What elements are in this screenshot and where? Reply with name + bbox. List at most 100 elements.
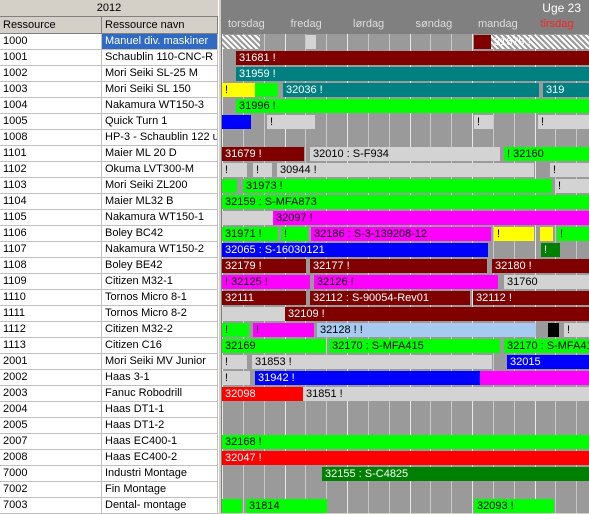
resource-row[interactable]: 1001 Schaublin 110-CNC-R xyxy=(0,50,218,66)
resource-row[interactable]: 1111 Tornos Micro 8-2 xyxy=(0,306,218,322)
order-bar[interactable]: 32036 ! xyxy=(283,83,539,97)
resource-row[interactable]: 1103 Mori Seiki ZL200 xyxy=(0,178,218,194)
order-bar[interactable] xyxy=(548,323,559,337)
order-bar[interactable]: 31679 ! xyxy=(222,147,304,161)
order-bar[interactable]: 32169 xyxy=(222,339,326,353)
order-bar[interactable]: 31959 ! xyxy=(236,67,589,81)
order-bar[interactable] xyxy=(222,179,237,193)
order-bar[interactable]: ! xyxy=(253,163,272,177)
order-bar[interactable] xyxy=(255,83,278,97)
order-bar[interactable]: ! xyxy=(557,227,589,241)
order-bar[interactable]: 32093 ! xyxy=(474,499,554,513)
column-header-resource[interactable]: Ressource xyxy=(0,17,102,33)
order-bar[interactable]: 32047 ! xyxy=(222,451,589,465)
resource-row[interactable]: 1110 Tornos Micro 8-1 xyxy=(0,290,218,306)
order-bar[interactable]: 31681 ! xyxy=(236,51,589,65)
resource-row[interactable]: 1105 Nakamura WT150-1 xyxy=(0,210,218,226)
resource-row[interactable]: 1000 Manuel div. maskiner xyxy=(0,34,218,50)
column-header-resource-name[interactable]: Ressource navn xyxy=(102,17,218,33)
resource-row[interactable]: 1004 Nakamura WT150-3 xyxy=(0,98,218,114)
order-bar[interactable]: ! xyxy=(222,323,249,337)
order-bar[interactable]: ! xyxy=(222,83,255,97)
resource-row[interactable]: 7002 Fin Montage xyxy=(0,482,218,498)
order-bar[interactable] xyxy=(474,35,491,49)
order-bar[interactable]: 32179 ! xyxy=(222,259,306,273)
order-bar[interactable]: ! xyxy=(538,115,589,129)
order-bar[interactable]: ! 32125 ! xyxy=(222,275,310,289)
order-bar[interactable]: ! xyxy=(267,115,315,129)
resource-row[interactable]: 1113 Citizen C16 xyxy=(0,338,218,354)
resource-row[interactable]: 7003 Dental- montage xyxy=(0,498,218,514)
order-bar[interactable] xyxy=(306,35,316,49)
order-bar[interactable]: ! xyxy=(222,371,250,385)
resource-row[interactable]: 1003 Mori Seiki SL 150 xyxy=(0,82,218,98)
resource-row[interactable]: 2004 Haas DT1-1 xyxy=(0,402,218,418)
order-bar[interactable] xyxy=(222,115,251,129)
order-bar[interactable] xyxy=(540,227,553,241)
resource-row[interactable]: 1101 Maier ML 20 D xyxy=(0,146,218,162)
resource-row[interactable]: 1108 Boley BE42 xyxy=(0,258,218,274)
order-bar[interactable]: 31853 ! xyxy=(252,355,492,369)
order-bar[interactable]: 30944 ! xyxy=(277,163,534,177)
order-bar[interactable]: 31996 ! xyxy=(236,99,589,113)
order-bar[interactable]: ! xyxy=(222,355,247,369)
resource-row[interactable]: 1107 Nakamura WT150-2 xyxy=(0,242,218,258)
panel-splitter[interactable] xyxy=(218,0,222,513)
order-bar[interactable]: 32015 xyxy=(507,355,589,369)
order-bar[interactable]: 32155 : S-C4825 xyxy=(322,467,589,481)
order-bar[interactable]: ! xyxy=(474,115,493,129)
resource-row[interactable]: 7000 Industri Montage xyxy=(0,466,218,482)
order-bar[interactable] xyxy=(480,371,589,385)
order-bar[interactable]: 32159 : S-MFA873 xyxy=(222,195,589,209)
resource-row[interactable]: 2003 Fanuc Robodrill xyxy=(0,386,218,402)
resource-row[interactable]: 1104 Maier ML32 B xyxy=(0,194,218,210)
resource-row[interactable]: 2005 Haas DT1-2 xyxy=(0,418,218,434)
order-bar[interactable]: 32112 ! xyxy=(473,291,589,305)
order-bar[interactable]: 32170 : S-MFA415 xyxy=(329,339,500,353)
order-bar[interactable]: ! xyxy=(550,163,589,177)
resource-row[interactable]: 1109 Citizen M32-1 xyxy=(0,274,218,290)
order-bar[interactable]: 32109 ! xyxy=(285,307,589,321)
order-bar[interactable]: 32177 ! xyxy=(310,259,487,273)
order-bar[interactable]: 31851 ! xyxy=(303,387,589,401)
order-bar[interactable]: 31971 ! xyxy=(222,227,278,241)
order-bar[interactable]: 32168 ! xyxy=(222,435,589,449)
order-bar[interactable]: 32065 : S-16030121 xyxy=(222,243,488,257)
order-bar[interactable]: ! xyxy=(555,179,589,193)
order-bar[interactable]: 32098 xyxy=(222,387,303,401)
resource-row[interactable]: 1008 HP-3 - Schaublin 122 u. xyxy=(0,130,218,146)
order-bar[interactable]: 32111 xyxy=(222,291,306,305)
order-bar[interactable]: ! 32160 xyxy=(504,147,589,161)
order-bar[interactable]: 32186 : S-3-139208-12 xyxy=(311,227,491,241)
resource-row[interactable]: 2007 Haas EC400-1 xyxy=(0,434,218,450)
order-bar[interactable] xyxy=(222,35,260,49)
order-bar[interactable]: 32128 ! ! xyxy=(317,323,536,337)
order-bar[interactable]: 31942 ! xyxy=(255,371,480,385)
order-bar[interactable]: ! xyxy=(281,227,308,241)
resource-row[interactable]: 2008 Haas EC400-2 xyxy=(0,450,218,466)
order-bar[interactable] xyxy=(222,211,273,225)
resource-row[interactable]: 1102 Okuma LVT300-M xyxy=(0,162,218,178)
order-bar[interactable]: 32097 ! xyxy=(273,211,589,225)
order-bar[interactable] xyxy=(222,499,242,513)
order-bar[interactable]: ! xyxy=(222,163,247,177)
order-bar[interactable]: 32180 ! xyxy=(492,259,589,273)
resource-row[interactable]: 2001 Mori Seiki MV Junior xyxy=(0,354,218,370)
order-bar[interactable]: 31814 xyxy=(246,499,327,513)
resource-row[interactable]: 1112 Citizen M32-2 xyxy=(0,322,218,338)
order-bar[interactable]: 32170 : S-MFA415 xyxy=(504,339,589,353)
order-bar[interactable]: 32126 ! xyxy=(314,275,498,289)
order-bar[interactable]: ! xyxy=(564,323,589,337)
order-bar[interactable] xyxy=(222,307,285,321)
order-bar[interactable]: 31973 ! xyxy=(243,179,552,193)
order-bar[interactable]: 31679 ! xyxy=(491,35,589,49)
order-bar[interactable]: ! xyxy=(494,227,534,241)
order-bar[interactable]: 319 xyxy=(543,83,589,97)
order-bar[interactable]: ! xyxy=(253,323,314,337)
resource-row[interactable]: 1002 Mori Seiki SL-25 M xyxy=(0,66,218,82)
resource-row[interactable]: 1106 Boley BC42 xyxy=(0,226,218,242)
order-bar[interactable]: 32112 : S-90054-Rev01 xyxy=(310,291,470,305)
resource-row[interactable]: 2002 Haas 3-1 xyxy=(0,370,218,386)
order-bar[interactable]: 31760 xyxy=(504,275,589,289)
order-bar[interactable]: 32010 : S-F934 xyxy=(310,147,500,161)
